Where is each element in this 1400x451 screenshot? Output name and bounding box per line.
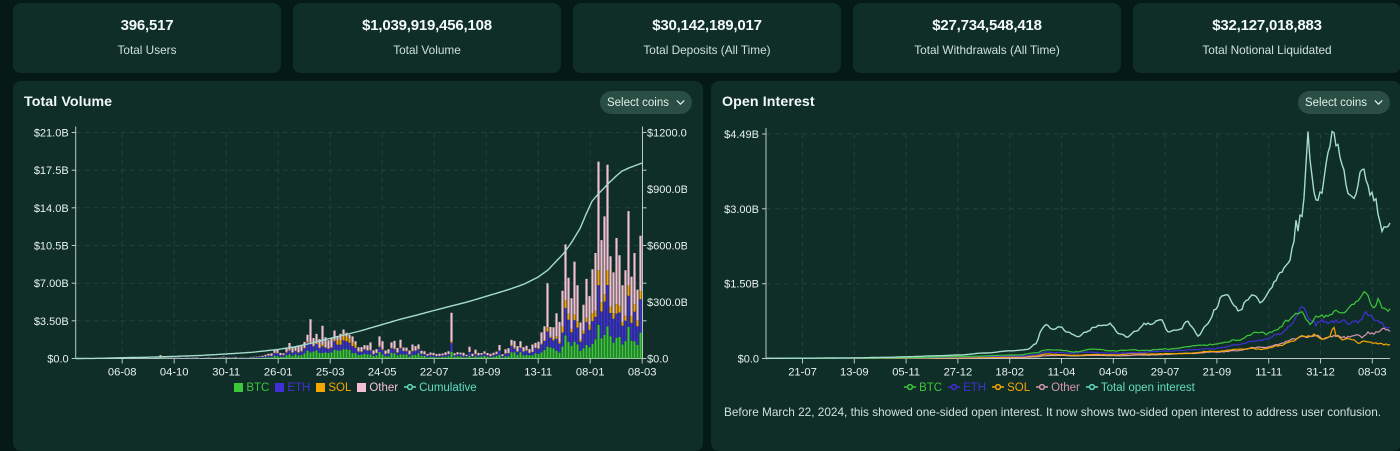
svg-text:29-07: 29-07: [1151, 367, 1180, 379]
svg-text:25-03: 25-03: [316, 367, 345, 379]
svg-text:30-11: 30-11: [212, 367, 240, 379]
svg-text:13-11: 13-11: [524, 367, 552, 379]
svg-text:$0.0: $0.0: [738, 354, 759, 366]
svg-text:08-03: 08-03: [628, 367, 657, 379]
svg-text:21-09: 21-09: [1203, 367, 1232, 379]
svg-text:27-12: 27-12: [944, 367, 973, 379]
svg-text:13-09: 13-09: [840, 367, 869, 379]
svg-text:26-01: 26-01: [264, 367, 293, 379]
svg-text:$4.49B: $4.49B: [724, 129, 759, 141]
svg-text:$14.0B: $14.0B: [34, 203, 69, 215]
svg-text:11-11: 11-11: [1255, 367, 1282, 379]
svg-text:$300.0B: $300.0B: [647, 297, 687, 309]
svg-text:18-02: 18-02: [995, 367, 1024, 379]
svg-text:05-11: 05-11: [892, 367, 920, 379]
svg-text:$3.00B: $3.00B: [724, 204, 759, 216]
svg-text:11-04: 11-04: [1048, 367, 1076, 379]
svg-text:$7.00B: $7.00B: [34, 278, 69, 290]
svg-text:24-05: 24-05: [368, 367, 397, 379]
svg-text:$21.0B: $21.0B: [34, 128, 69, 140]
svg-text:$17.5B: $17.5B: [34, 165, 69, 177]
svg-text:$10.5B: $10.5B: [34, 241, 69, 253]
svg-text:21-07: 21-07: [788, 367, 817, 379]
svg-text:$0.0: $0.0: [647, 354, 668, 366]
svg-text:18-09: 18-09: [472, 367, 501, 379]
svg-text:$3.50B: $3.50B: [34, 316, 69, 328]
svg-text:$1.50B: $1.50B: [724, 279, 759, 291]
svg-text:$1200.0B: $1200.0B: [647, 128, 687, 140]
svg-text:08-01: 08-01: [576, 367, 605, 379]
svg-text:$900.0B: $900.0B: [647, 184, 687, 196]
svg-text:22-07: 22-07: [420, 367, 449, 379]
svg-text:04-06: 04-06: [1099, 367, 1128, 379]
svg-text:06-08: 06-08: [108, 367, 137, 379]
svg-text:04-10: 04-10: [160, 367, 189, 379]
svg-text:08-03: 08-03: [1358, 367, 1387, 379]
svg-text:31-12: 31-12: [1306, 367, 1335, 379]
svg-text:$600.0B: $600.0B: [647, 241, 687, 253]
svg-text:$0.0: $0.0: [47, 354, 68, 366]
